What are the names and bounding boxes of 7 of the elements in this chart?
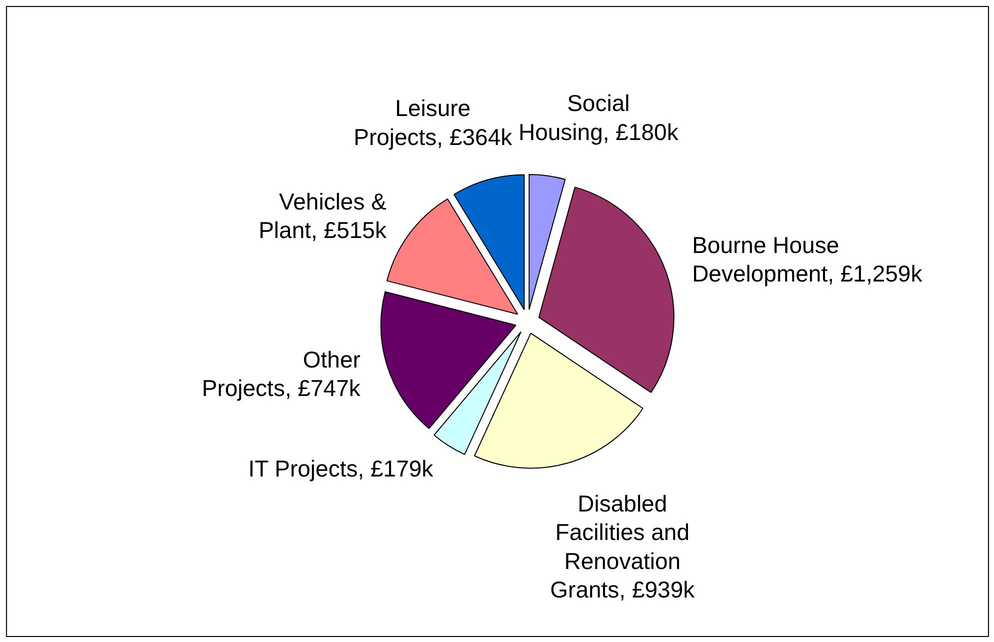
slice-label: Leisure Projects, £364k: [354, 95, 513, 150]
slice-label: Other Projects, £747k: [202, 346, 361, 402]
slice-label: Bourne House Development, £1,259k: [692, 232, 923, 287]
slice-label: Social Housing, £180k: [518, 90, 679, 145]
slice-label: Vehicles & Plant, £515k: [258, 188, 387, 244]
slice-label: Disabled Facilities and Renovation Grants, £939k: [550, 490, 696, 603]
slice-label: IT Projects, £179k: [248, 455, 434, 482]
